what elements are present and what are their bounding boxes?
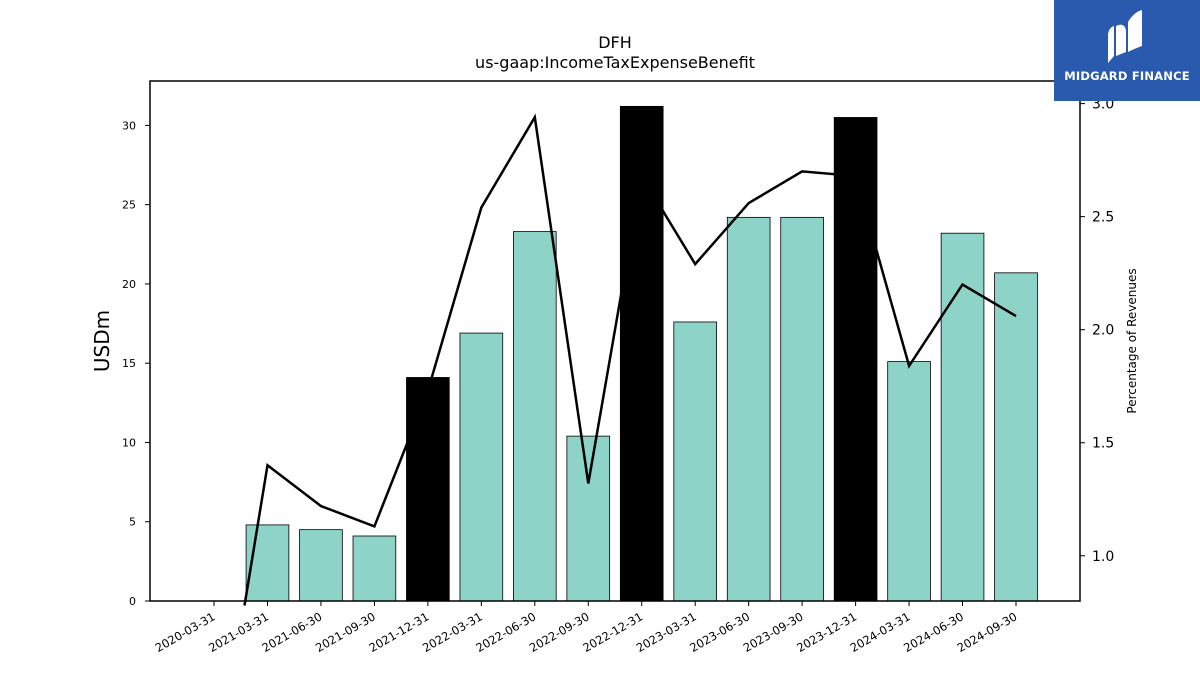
x-tick-label-2022-06-30: 2022-06-30 <box>473 609 538 655</box>
y-tick-label-25: 25 <box>122 199 136 212</box>
bar-2021-12-31 <box>406 377 450 602</box>
chart-title: DFH <box>598 33 632 52</box>
x-tick-label-2021-09-30: 2021-09-30 <box>313 609 378 655</box>
x-tick-label-2023-12-31: 2023-12-31 <box>794 609 859 655</box>
x-tick-label-2021-12-31: 2021-12-31 <box>366 609 431 655</box>
x-tick-label-2023-03-31: 2023-03-31 <box>634 609 699 655</box>
y2-axis-label: Percentage of Revenues <box>1125 268 1139 413</box>
y-tick-label-10: 10 <box>122 436 136 449</box>
bar-2023-03-31 <box>673 321 717 602</box>
bar-2022-09-30 <box>566 435 611 602</box>
bar-2021-03-31 <box>245 524 290 602</box>
y-tick-label-0: 0 <box>129 595 136 608</box>
bar-2022-03-31 <box>459 332 504 602</box>
y-axis-left: 0 5 10 15 20 25 30 <box>122 119 150 608</box>
x-tick-label-2024-06-30: 2024-06-30 <box>901 609 966 655</box>
y-tick-label-5: 5 <box>129 516 136 529</box>
chart-subtitle: us-gaap:IncomeTaxExpenseBenefit <box>475 53 755 72</box>
bar-2024-03-31 <box>887 361 931 602</box>
bars-layer <box>245 105 1038 602</box>
x-tick-label-2023-06-30: 2023-06-30 <box>687 609 752 655</box>
brand-logo: MIDGARD FINANCE <box>1054 0 1200 101</box>
brand-name: MIDGARD FINANCE <box>1064 69 1190 83</box>
x-tick-label-2021-06-30: 2021-06-30 <box>260 609 325 655</box>
line-layer <box>243 113 1017 606</box>
bar-2024-06-30 <box>940 232 985 602</box>
y-axis-right: 1.01.52.02.53.0 <box>1080 97 1114 565</box>
x-axis: 2020-03-312021-03-312021-06-302021-09-30… <box>153 601 1020 655</box>
y-tick-label-15: 15 <box>122 357 136 370</box>
plot-frame <box>149 80 1081 602</box>
bar-2023-06-30 <box>726 216 771 602</box>
x-tick-label-2023-09-30: 2023-09-30 <box>741 609 806 655</box>
y-tick-label-20: 20 <box>122 278 136 291</box>
x-tick-label-2024-09-30: 2024-09-30 <box>955 609 1020 655</box>
x-tick-label-2021-03-31: 2021-03-31 <box>206 609 271 655</box>
y2-tick-label-1: 1.0 <box>1092 549 1114 565</box>
x-tick-label-2022-09-30: 2022-09-30 <box>527 609 592 655</box>
x-tick-label-2022-03-31: 2022-03-31 <box>420 609 485 655</box>
bar-2023-09-30 <box>780 216 824 602</box>
bar-2021-09-30 <box>352 535 397 602</box>
bar-2024-09-30 <box>994 272 1038 602</box>
revenue-pct-line <box>243 113 1017 606</box>
bar-2023-12-31 <box>833 117 878 602</box>
y-tick-label-30: 30 <box>122 119 136 132</box>
y2-tick-label-2.5: 2.5 <box>1092 210 1114 226</box>
x-tick-label-2022-12-31: 2022-12-31 <box>580 609 645 655</box>
bar-2021-06-30 <box>299 529 343 602</box>
y2-tick-label-1.5: 1.5 <box>1092 436 1114 452</box>
y-axis-label: USDm <box>90 310 114 372</box>
x-tick-label-2020-03-31: 2020-03-31 <box>153 609 218 655</box>
x-tick-label-2024-03-31: 2024-03-31 <box>848 609 913 655</box>
y2-tick-label-2: 2.0 <box>1092 323 1114 339</box>
logo-mark-icon <box>1108 10 1142 63</box>
bar-2022-06-30 <box>513 231 557 602</box>
